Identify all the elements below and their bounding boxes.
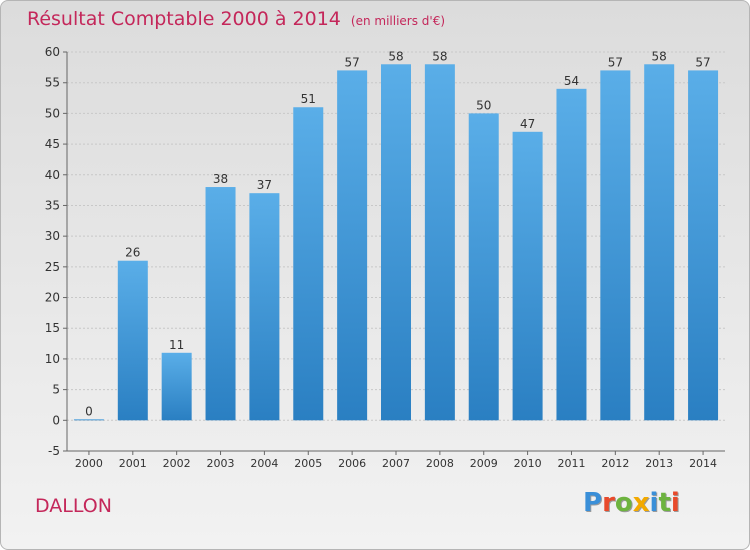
bar xyxy=(249,193,280,421)
y-tick-label: 60 xyxy=(45,45,60,59)
data-label: 51 xyxy=(301,92,316,106)
y-tick-label: 0 xyxy=(52,413,60,427)
bar xyxy=(512,131,543,421)
y-tick-label: 50 xyxy=(45,106,60,120)
x-tick-label: 2006 xyxy=(338,457,366,470)
y-tick-label: 35 xyxy=(45,198,60,212)
x-tick-label: 2010 xyxy=(514,457,542,470)
x-tick-label: 2001 xyxy=(119,457,147,470)
bar xyxy=(337,70,368,421)
bar xyxy=(161,352,192,421)
bar xyxy=(556,88,587,421)
y-tick-label: 40 xyxy=(45,168,60,182)
x-tick-label: 2004 xyxy=(250,457,278,470)
bar xyxy=(424,64,455,421)
y-tick-label: 5 xyxy=(52,383,60,397)
data-label: 57 xyxy=(608,55,623,69)
x-tick-label: 2000 xyxy=(75,457,103,470)
y-tick-label: 25 xyxy=(45,260,60,274)
bar xyxy=(73,419,104,421)
data-label: 38 xyxy=(213,172,228,186)
chart-unit: (en milliers d'€) xyxy=(350,14,446,28)
y-tick-label: 10 xyxy=(45,352,60,366)
logo-letter: o xyxy=(614,488,633,518)
data-label: 47 xyxy=(520,117,535,131)
bar xyxy=(293,107,324,421)
logo-letter: t xyxy=(658,488,671,518)
logo-letter: P xyxy=(583,488,603,518)
logo-letter: i xyxy=(670,488,680,518)
x-tick-label: 2002 xyxy=(163,457,191,470)
data-label: 0 xyxy=(85,404,93,418)
x-tick-label: 2012 xyxy=(601,457,629,470)
x-tick-label: 2014 xyxy=(689,457,717,470)
bar xyxy=(205,187,236,421)
y-tick-label: 30 xyxy=(45,229,60,243)
x-tick-label: 2009 xyxy=(470,457,498,470)
data-label: 58 xyxy=(432,49,447,63)
data-label: 26 xyxy=(125,246,140,260)
x-tick-label: 2011 xyxy=(557,457,585,470)
data-label: 57 xyxy=(344,55,359,69)
logo-letter: x xyxy=(632,488,650,518)
data-label: 37 xyxy=(257,178,272,192)
bar xyxy=(117,260,148,421)
bar xyxy=(600,70,631,421)
proxiti-logo: Proxiti xyxy=(583,488,680,518)
bar xyxy=(468,113,499,421)
logo-letter: i xyxy=(649,488,659,518)
data-label: 11 xyxy=(169,338,184,352)
data-label: 50 xyxy=(476,98,491,112)
y-tick-label: 20 xyxy=(45,291,60,305)
x-tick-label: 2005 xyxy=(294,457,322,470)
bar xyxy=(688,70,719,421)
y-tick-label: 15 xyxy=(45,321,60,335)
chart-title: Résultat Comptable 2000 à 2014 (en millie… xyxy=(27,8,445,30)
logo-letter: r xyxy=(602,488,615,518)
chart-title-text: Résultat Comptable 2000 à 2014 xyxy=(27,8,341,30)
data-label: 54 xyxy=(564,74,579,88)
bar xyxy=(644,64,675,421)
data-label: 58 xyxy=(652,49,667,63)
x-tick-label: 2007 xyxy=(382,457,410,470)
x-tick-label: 2003 xyxy=(207,457,235,470)
x-tick-label: 2008 xyxy=(426,457,454,470)
data-label: 58 xyxy=(388,49,403,63)
data-label: 57 xyxy=(695,55,710,69)
y-tick-label: -5 xyxy=(48,444,60,458)
x-tick-label: 2013 xyxy=(645,457,673,470)
bar xyxy=(381,64,411,421)
y-tick-label: 55 xyxy=(45,76,60,90)
place-name: DALLON xyxy=(35,495,112,517)
y-tick-label: 45 xyxy=(45,137,60,151)
